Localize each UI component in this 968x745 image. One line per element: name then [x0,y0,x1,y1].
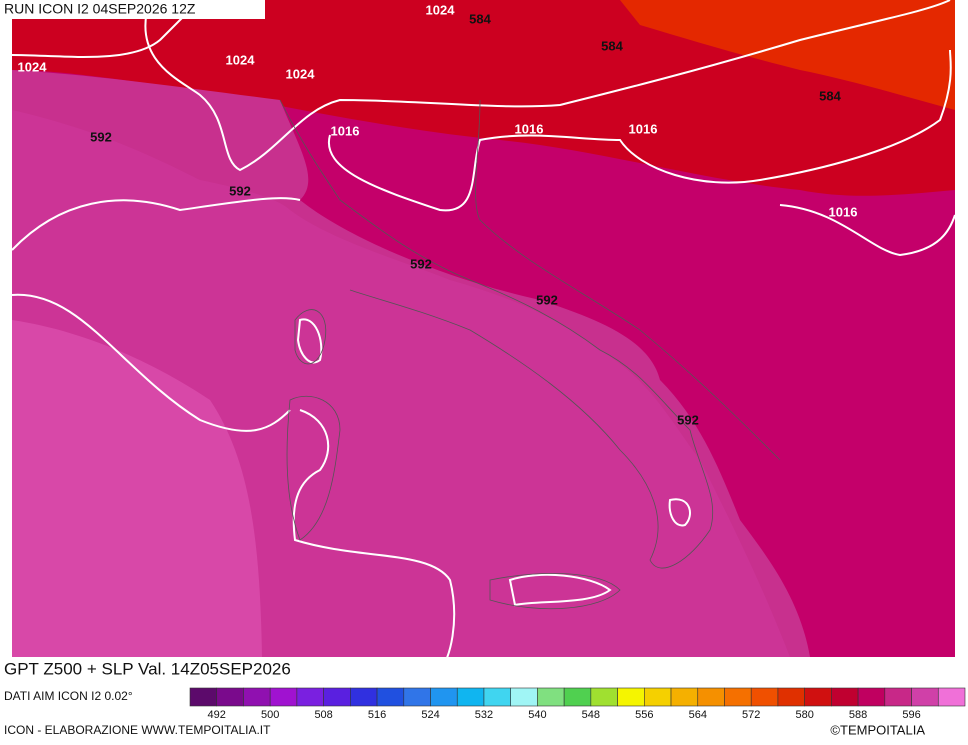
contour-label: 584 [469,11,491,26]
contour-label: 1024 [226,52,256,67]
region-orange [620,0,955,110]
contour-label: 1024 [286,66,316,81]
contour [508,573,612,607]
colorbar-swatch [296,687,324,707]
colorbar-label: 588 [849,709,867,721]
island [294,309,327,365]
colorbar-swatch [269,687,298,707]
colorbar-swatch [590,687,618,707]
colorbar-swatch [670,687,699,707]
colorbar-label: 524 [421,709,439,721]
colorbar: 492 500 508 516 524 532 540 548 556 564 572 580 588 5… [189,687,966,721]
copyright-label: ©TEMPOITALIA [830,722,925,737]
colorbar-label: 492 [208,709,226,721]
contour-label: 592 [677,412,699,427]
contour [779,204,956,257]
colorbar-swatch [563,687,592,707]
colorbar-label: 596 [902,709,920,721]
colorbar-label: 540 [528,709,546,721]
colorbar-swatch [483,687,511,707]
colorbar-swatch [537,687,565,707]
contour-label: 1016 [331,123,360,138]
contour [668,498,691,527]
colorbar-label: 572 [742,709,760,721]
colorbar-label: 516 [368,709,386,721]
contour-label: 592 [536,292,558,307]
colorbar-swatch [189,687,218,707]
colorbar-swatch [323,687,351,707]
colorbar-swatch [724,687,752,707]
colorbar-label: 548 [582,709,600,721]
contour [11,293,291,432]
colorbar-label: 556 [635,709,653,721]
colorbar-swatch [857,687,886,707]
contour [296,318,323,364]
colorbar-swatch [456,687,485,707]
colorbar-swatch [510,687,538,707]
credit-label: ICON - ELABORAZIONE WWW.TEMPOITALIA.IT [4,723,271,737]
colorbar-swatch [831,687,859,707]
colorbar-swatch [750,687,779,707]
region-light-pink [12,320,262,657]
colorbar-swatch [804,687,832,707]
contour-label: 1024 [426,2,456,17]
region-red [12,0,955,196]
colorbar-swatch [644,687,672,707]
island [489,573,621,610]
colorbar-label: 500 [261,709,279,721]
colorbar-swatch [697,687,725,707]
colorbar-label: 508 [314,709,332,721]
contour-label: 1024 [18,59,48,74]
contour-label: 584 [601,38,623,53]
colorbar-swatch [617,687,645,707]
contour-label: 1016 [515,121,544,136]
colorbar-swatch [376,687,405,707]
contour [11,197,301,251]
colorbar-swatch [777,687,805,707]
colorbar-swatch [911,687,939,707]
contour-label: 1016 [829,204,858,219]
run-label: RUN ICON I2 04SEP2026 12Z [4,1,196,17]
colorbar-swatch [430,687,458,707]
header-box [0,0,265,19]
contour-label: 592 [90,129,112,144]
contour [292,409,456,671]
footer-title: GPT Z500 + SLP Val. 14Z05SEP2026 [4,659,291,678]
contour-labels: 1024 584 1024 584 1024 1024 584 592 592 … [18,2,858,427]
colorbar-label: 532 [475,709,493,721]
contour-label: 584 [819,88,841,103]
colorbar-swatch [243,687,271,707]
coastline [279,99,714,569]
island [286,396,341,541]
contour-label: 1016 [629,121,658,136]
source-label: DATI AIM ICON I2 0.02° [4,689,133,703]
contour-label: 592 [410,256,432,271]
colorbar-swatch [216,687,244,707]
colorbar-label: 580 [795,709,813,721]
colorbar-label: 564 [689,709,707,721]
contour-label: 592 [229,183,251,198]
contour [327,49,952,212]
colorbar-swatch [937,687,966,707]
colorbar-swatch [403,687,431,707]
contour [144,0,951,172]
colorbar-swatch [350,687,378,707]
footer-title-box [0,657,414,684]
coastline [475,99,781,461]
colorbar-swatch [884,687,912,707]
